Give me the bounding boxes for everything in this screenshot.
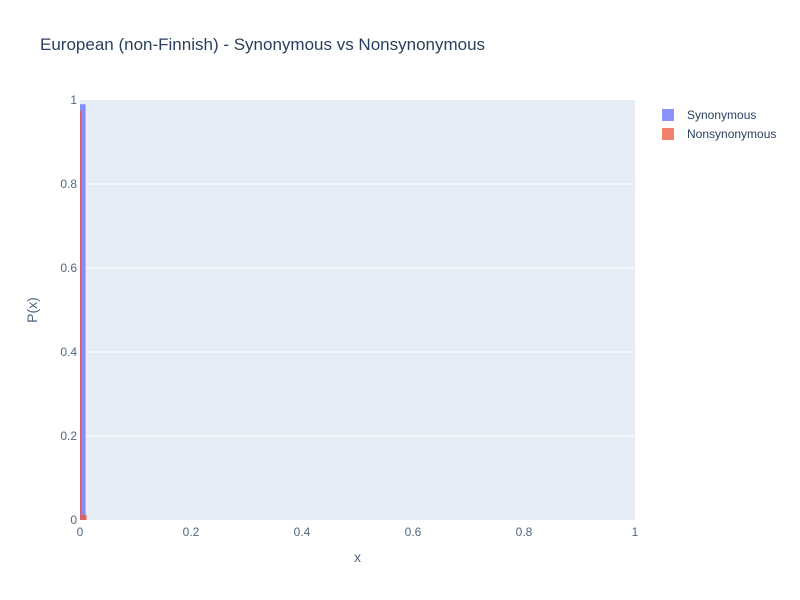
y-tick-label: 0.6 <box>60 261 77 275</box>
plot-area <box>80 100 635 520</box>
legend-label: Synonymous <box>687 108 756 122</box>
legend[interactable]: Synonymous Nonsynonymous <box>662 108 776 141</box>
y-tick-label: 0.4 <box>60 345 77 359</box>
legend-swatch <box>662 109 674 121</box>
bar-nonsynonymous <box>81 514 87 520</box>
y-tick-label: 0 <box>70 513 77 527</box>
y-tick-label: 0.8 <box>60 177 77 191</box>
x-tick-label: 1 <box>632 525 639 539</box>
x-axis-ticks: 0 0.2 0.4 0.6 0.8 1 <box>77 525 639 539</box>
gridlines <box>80 183 635 437</box>
bar-synonymous <box>80 104 86 520</box>
legend-swatch <box>662 128 674 140</box>
chart-title: European (non-Finnish) - Synonymous vs N… <box>40 35 485 54</box>
y-tick-label: 1 <box>70 93 77 107</box>
x-tick-label: 0.4 <box>294 525 311 539</box>
x-axis-title: x <box>354 549 361 565</box>
x-tick-label: 0.8 <box>516 525 533 539</box>
bar-nonsynonymous <box>80 110 82 520</box>
x-tick-label: 0 <box>77 525 84 539</box>
y-tick-label: 0.2 <box>60 429 77 443</box>
y-axis-title: P(x) <box>24 297 40 323</box>
legend-item-synonymous[interactable]: Synonymous <box>662 108 756 122</box>
y-axis-ticks: 0 0.2 0.4 0.6 0.8 1 <box>60 93 77 527</box>
bars-layer <box>80 104 87 520</box>
legend-item-nonsynonymous[interactable]: Nonsynonymous <box>662 127 776 141</box>
legend-label: Nonsynonymous <box>687 127 776 141</box>
x-tick-label: 0.2 <box>183 525 200 539</box>
x-tick-label: 0.6 <box>405 525 422 539</box>
